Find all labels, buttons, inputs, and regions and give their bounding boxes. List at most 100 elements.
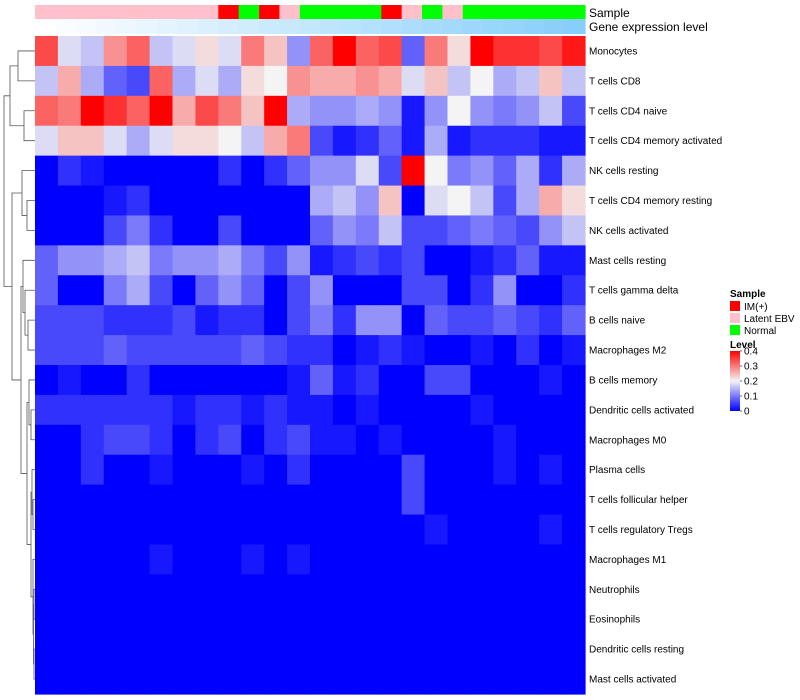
heatmap-cell (470, 335, 494, 366)
heatmap-cell (424, 634, 449, 665)
heatmap-cell (332, 155, 357, 187)
heatmap-cell (149, 335, 174, 366)
heatmap-cell (287, 604, 311, 635)
heatmap-cell (493, 544, 517, 575)
heatmap-cell (80, 36, 105, 67)
heatmap-cell (310, 125, 334, 157)
heatmap-cell (355, 365, 380, 396)
heatmap-cell (401, 245, 426, 276)
heatmap-cell (516, 215, 540, 246)
heatmap-cells (35, 36, 586, 695)
heatmap-cell (332, 65, 357, 97)
heatmap-cell (287, 125, 311, 157)
heatmap-cell (103, 484, 128, 516)
heatmap-cell (378, 185, 403, 217)
row-label: Macrophages M1 (589, 555, 667, 566)
heatmap-cell (562, 245, 586, 276)
heatmap-cell (218, 664, 242, 695)
heatmap-cell (424, 125, 449, 157)
row-label: T cells gamma delta (589, 286, 679, 297)
heatmap-cell (172, 185, 197, 217)
row-label: B cells naive (589, 316, 646, 327)
heatmap-cell (332, 574, 357, 605)
sample-track-cell (116, 5, 138, 19)
sample-track-cell (157, 5, 179, 19)
heatmap-cell (539, 245, 563, 276)
heatmap-cell (424, 95, 449, 127)
heatmap-cell (401, 634, 426, 665)
row-label: T cells CD4 memory resting (589, 196, 712, 207)
heatmap-cell (35, 245, 59, 276)
heatmap-cell (195, 424, 219, 456)
heatmap-cell (57, 155, 82, 187)
row-label: Dendritic cells activated (589, 405, 694, 416)
heatmap-cell (424, 664, 449, 695)
heatmap-cell (126, 95, 151, 127)
heatmap-cell (241, 424, 265, 456)
heatmap-cell (57, 125, 82, 157)
row-label: NK cells activated (589, 226, 668, 237)
heatmap-cell (195, 275, 219, 306)
heatmap-cell (172, 365, 197, 396)
heatmap-cell (218, 454, 242, 486)
heatmap-cell (378, 335, 403, 366)
heatmap-cell (310, 185, 334, 217)
heatmap-cell (218, 275, 242, 306)
heatmap-cell (35, 36, 59, 67)
heatmap-cell (195, 484, 219, 516)
heatmap-cell (126, 365, 151, 396)
heatmap-cell (103, 365, 128, 396)
heatmap-cell (126, 604, 151, 635)
heatmap-cell (562, 155, 586, 187)
heatmap-cell (539, 424, 563, 456)
heatmap-cell (218, 36, 242, 67)
heatmap-cell (470, 394, 494, 426)
heatmap-cell (57, 604, 82, 635)
heatmap-cell (126, 275, 151, 306)
expression-track-cell (157, 19, 179, 34)
heatmap-cell (332, 424, 357, 456)
heatmap-cell (172, 36, 197, 67)
expression-track-cell (381, 19, 403, 34)
heatmap-cell (332, 185, 357, 217)
heatmap-cell (401, 454, 426, 486)
heatmap-cell (447, 155, 472, 187)
expression-track-cell (401, 19, 423, 34)
heatmap-cell (287, 514, 311, 546)
heatmap-cell (80, 65, 105, 97)
heatmap-cell (424, 574, 449, 605)
heatmap-cell (470, 245, 494, 276)
dendrogram-branch (23, 110, 35, 142)
sample-track-cell (75, 5, 97, 19)
heatmap-cell (493, 125, 517, 157)
heatmap-cell (447, 454, 472, 486)
heatmap-cell (80, 155, 105, 187)
heatmap-cell (424, 245, 449, 276)
row-label: T cells CD8 (589, 76, 641, 87)
heatmap-cell (57, 544, 82, 575)
sample-track-cell (197, 5, 219, 19)
legend-color-bar (730, 351, 740, 411)
heatmap-cell (378, 305, 403, 336)
heatmap-cell (516, 155, 540, 187)
heatmap-cell (195, 185, 219, 217)
heatmap-cell (447, 65, 472, 97)
legend-entry-label: Latent EBV (744, 314, 795, 325)
heatmap-cell (310, 275, 334, 306)
heatmap-cell (149, 544, 174, 575)
row-label: T cells CD4 memory activated (589, 136, 722, 147)
heatmap-cell (35, 484, 59, 516)
row-label: NK cells resting (589, 166, 658, 177)
heatmap-cell (493, 604, 517, 635)
heatmap-cell (470, 185, 494, 217)
sample-track-cell (35, 5, 56, 19)
heatmap-cell (355, 664, 380, 695)
heatmap-cell (332, 514, 357, 546)
heatmap-cell (149, 664, 174, 695)
heatmap-cell (149, 634, 174, 665)
heatmap-cell (355, 484, 380, 516)
heatmap-cell (493, 664, 517, 695)
heatmap-cell (80, 514, 105, 546)
heatmap-cell (80, 365, 105, 396)
heatmap-cell (57, 574, 82, 605)
